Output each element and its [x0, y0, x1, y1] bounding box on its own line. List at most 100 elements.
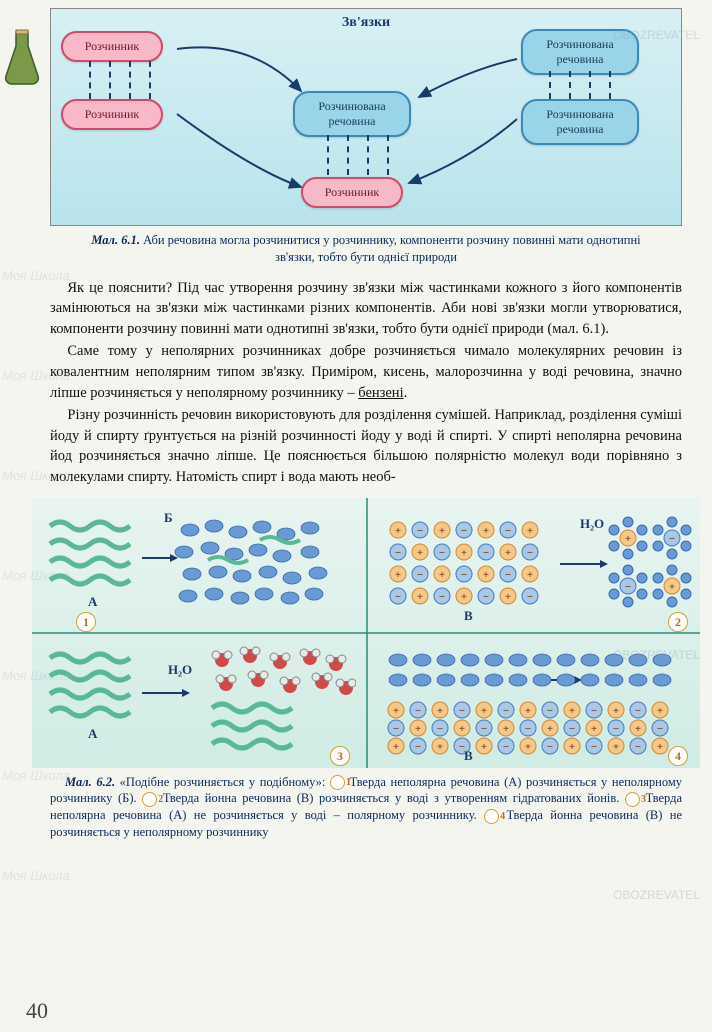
svg-text:−: −: [459, 705, 465, 717]
panel4-content: +−+−+−+−+−+−+−+−+−+−+−+−+−+−+−+−+−+−+−+ …: [384, 648, 694, 763]
svg-text:+: +: [591, 723, 597, 735]
diagram1-title: Зв'язки: [342, 15, 390, 31]
svg-text:+: +: [395, 569, 401, 581]
bond-dash: [549, 71, 551, 99]
node-solvent-2: Розчинник: [61, 99, 163, 130]
node-solute-3: Розчинювана речовина: [521, 99, 639, 145]
svg-text:+: +: [547, 723, 553, 735]
svg-text:+: +: [613, 741, 619, 753]
svg-text:−: −: [635, 741, 641, 753]
circ-4: 4: [484, 809, 499, 824]
panel-number-4: 4: [668, 746, 688, 766]
paragraph-3: Різну розчинність речовин використовують…: [50, 405, 682, 487]
panel-number-2: 2: [668, 612, 688, 632]
svg-text:+: +: [439, 569, 445, 581]
svg-text:−: −: [503, 705, 509, 717]
caption-text: Аби речовина могла розчинитися у розчинн…: [140, 233, 641, 264]
svg-text:+: +: [569, 741, 575, 753]
svg-text:+: +: [417, 547, 423, 559]
svg-text:−: −: [415, 705, 421, 717]
svg-text:−: −: [439, 591, 445, 603]
bond-dash: [109, 61, 111, 99]
svg-text:−: −: [657, 723, 663, 735]
svg-text:−: −: [481, 723, 487, 735]
diagram-bonds: Зв'язки Розчинник Розчинник Розчинювана …: [50, 8, 682, 226]
svg-text:−: −: [417, 569, 423, 581]
svg-text:+: +: [569, 705, 575, 717]
svg-text:−: −: [527, 591, 533, 603]
svg-text:+: +: [439, 525, 445, 537]
svg-text:−: −: [461, 569, 467, 581]
bond-dash: [609, 71, 611, 99]
bond-dash: [149, 61, 151, 99]
svg-text:+: +: [657, 741, 663, 753]
caption-6-2: Мал. 6.2. «Подібне розчиняється у подібн…: [50, 774, 682, 842]
svg-text:+: +: [417, 591, 423, 603]
svg-text:+: +: [505, 591, 511, 603]
svg-text:Б: Б: [164, 510, 173, 525]
bond-dash: [387, 135, 389, 175]
svg-text:+: +: [527, 525, 533, 537]
svg-text:+: +: [481, 741, 487, 753]
svg-text:+: +: [483, 569, 489, 581]
svg-text:−: −: [393, 723, 399, 735]
watermark: Моя Школа: [2, 868, 70, 883]
svg-text:+: +: [393, 705, 399, 717]
panel-number-3: 3: [330, 746, 350, 766]
svg-text:−: −: [483, 591, 489, 603]
svg-text:+: +: [669, 581, 675, 593]
svg-text:+: +: [525, 705, 531, 717]
svg-text:−: −: [547, 705, 553, 717]
node-solute-1: Розчинювана речовина: [293, 91, 411, 137]
svg-text:H₂O: H₂O: [580, 516, 604, 531]
svg-text:−: −: [613, 723, 619, 735]
svg-text:−: −: [635, 705, 641, 717]
panel-number-1: 1: [76, 612, 96, 632]
svg-text:−: −: [669, 533, 675, 545]
node-solvent-1: Розчинник: [61, 31, 163, 62]
svg-text:−: −: [461, 525, 467, 537]
paragraph-2: Саме тому у неполярних розчинниках добре…: [50, 341, 682, 403]
svg-text:+: +: [393, 741, 399, 753]
caption-6-1: Мал. 6.1. Аби речовина могла розчинитися…: [70, 232, 662, 266]
bond-dash: [327, 135, 329, 175]
circ-2: 2: [142, 792, 157, 807]
svg-text:+: +: [395, 525, 401, 537]
obozrevatel-mark: OBOZREVATEL: [613, 888, 700, 902]
svg-text:−: −: [505, 525, 511, 537]
svg-text:−: −: [395, 547, 401, 559]
svg-text:−: −: [505, 569, 511, 581]
svg-text:−: −: [525, 723, 531, 735]
svg-text:В: В: [464, 608, 473, 623]
svg-text:+: +: [461, 547, 467, 559]
obozrevatel-mark: OBOZREVATEL: [613, 648, 700, 662]
svg-text:−: −: [625, 581, 631, 593]
svg-text:+: +: [481, 705, 487, 717]
bond-dash: [569, 71, 571, 99]
svg-text:+: +: [459, 723, 465, 735]
panel2-clusters: + − − +: [602, 512, 702, 622]
svg-text:−: −: [591, 741, 597, 753]
obozrevatel-mark: OBOZREVATEL: [613, 28, 700, 42]
svg-text:−: −: [591, 705, 597, 717]
svg-text:+: +: [525, 741, 531, 753]
svg-text:+: +: [437, 741, 443, 753]
panel3-h2o-molecules: [206, 646, 356, 706]
caption2-intro: «Подібне розчиняється у подібному»:: [115, 775, 330, 789]
svg-text:В: В: [464, 748, 473, 763]
page-number: 40: [26, 998, 48, 1024]
benzene-link: бензені: [358, 385, 403, 401]
svg-text:+: +: [505, 547, 511, 559]
caption2-label: Мал. 6.2.: [65, 775, 115, 789]
svg-text:+: +: [657, 705, 663, 717]
svg-text:−: −: [417, 525, 423, 537]
svg-text:+: +: [415, 723, 421, 735]
bond-dash: [367, 135, 369, 175]
svg-text:+: +: [437, 705, 443, 717]
svg-text:+: +: [625, 533, 631, 545]
circ-3: 3: [625, 792, 640, 807]
paragraph-1: Як це пояснити? Під час утворення розчин…: [50, 278, 682, 340]
svg-text:−: −: [527, 547, 533, 559]
svg-text:H₂O: H₂O: [168, 662, 192, 677]
caption2-s2: Тверда йонна речовина (В) розчиняється у…: [157, 791, 625, 805]
